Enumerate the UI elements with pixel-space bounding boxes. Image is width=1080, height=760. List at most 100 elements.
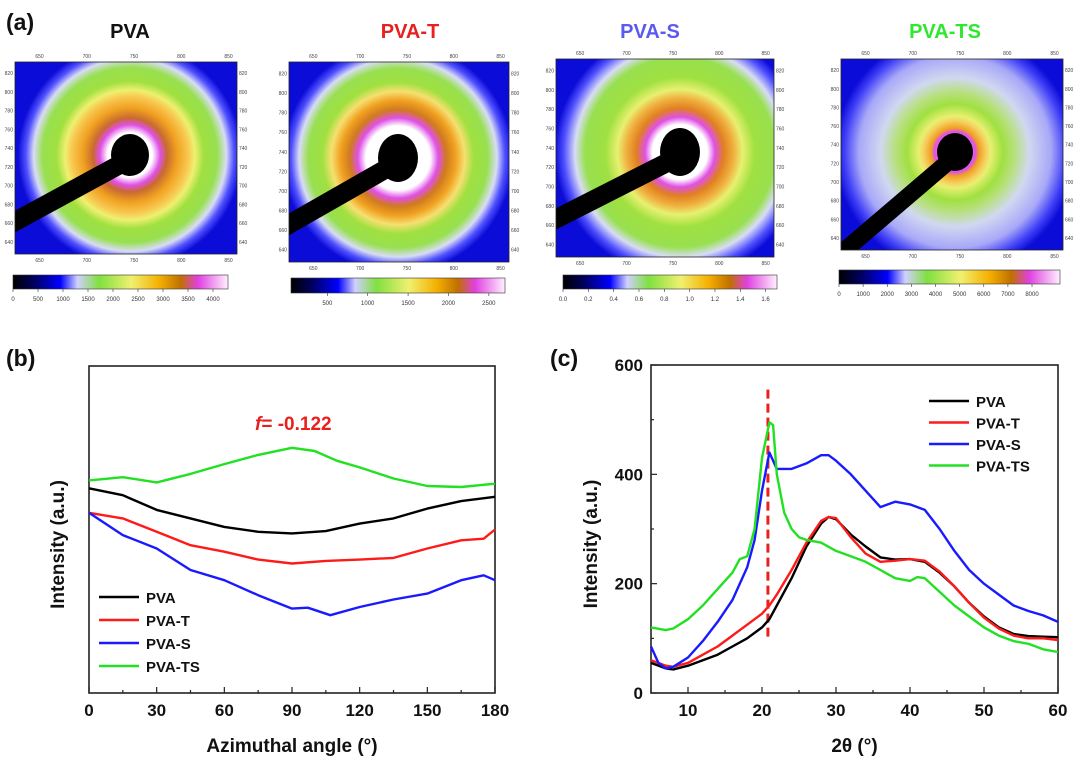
y-tick-label-left: 760 bbox=[5, 127, 14, 133]
legend-item: PVA bbox=[99, 590, 176, 607]
panel-label-b: (b) bbox=[6, 345, 35, 371]
pattern-frame bbox=[840, 58, 1064, 251]
y-tick-label-left: 660 bbox=[546, 223, 555, 229]
y-tick-label-right: 700 bbox=[511, 189, 520, 195]
y-tick-label-left: 680 bbox=[279, 208, 288, 214]
colorbar-tick-label: 1.2 bbox=[711, 297, 720, 303]
x-tick-label-bottom: 750 bbox=[669, 261, 678, 267]
y-tick-label-left: 700 bbox=[279, 189, 288, 195]
beamstop bbox=[937, 133, 973, 171]
pattern-frame bbox=[288, 61, 510, 263]
series-line-pva-ts bbox=[88, 446, 496, 489]
y-tick-label-left: 720 bbox=[279, 169, 288, 175]
y-tick-label-left: 780 bbox=[546, 107, 555, 113]
panel-title: PVA-T bbox=[381, 21, 440, 43]
pattern-frame bbox=[14, 61, 238, 255]
x-tick-label-bottom: 750 bbox=[956, 254, 965, 260]
colorbar-tick-label: 1000 bbox=[361, 301, 375, 307]
x-tick-label-bottom: 700 bbox=[909, 254, 918, 260]
x-tick-label: 180 bbox=[481, 701, 509, 720]
scattering-pattern bbox=[556, 59, 774, 257]
y-tick-label-left: 800 bbox=[5, 90, 14, 96]
y-tick-label-left: 780 bbox=[5, 109, 14, 115]
y-tick-label-left: 640 bbox=[279, 247, 288, 253]
orientation-value: = -0.122 bbox=[261, 414, 331, 435]
panel-title: PVA-S bbox=[620, 21, 680, 43]
y-tick-label-right: 780 bbox=[1065, 105, 1074, 111]
y-tick-label-right: 820 bbox=[239, 71, 248, 77]
y-tick-label-right: 720 bbox=[776, 165, 785, 171]
colorbar-tick-label: 0.0 bbox=[559, 297, 568, 303]
saxs-panel-pva-ts: PVA-TS 650 650 700 700 750 750 800 800 850 850 820 8… bbox=[831, 21, 1074, 298]
x-tick-label-top: 650 bbox=[35, 54, 44, 60]
y-tick-label-right: 740 bbox=[776, 146, 785, 152]
y-tick-label-right: 760 bbox=[776, 127, 785, 133]
x-tick-label: 10 bbox=[679, 701, 698, 720]
beamstop bbox=[378, 134, 418, 182]
panel-title: PVA-TS bbox=[909, 21, 981, 43]
colorbar-tick-label: 8000 bbox=[1025, 292, 1039, 298]
x-tick-label-top: 700 bbox=[622, 51, 631, 57]
y-tick-label-right: 720 bbox=[239, 165, 248, 171]
y-tick-label-left: 740 bbox=[5, 146, 14, 152]
y-tick-label-left: 780 bbox=[831, 105, 840, 111]
y-tick-label-right: 680 bbox=[776, 204, 785, 210]
x-tick-label: 150 bbox=[413, 701, 441, 720]
panel-label-a: (a) bbox=[6, 9, 34, 35]
y-tick-label-right: 800 bbox=[1065, 87, 1074, 93]
x-tick-label-bottom: 700 bbox=[83, 258, 92, 264]
y-tick-label-right: 780 bbox=[511, 111, 520, 117]
y-tick-label-left: 780 bbox=[279, 111, 288, 117]
legend-item: PVA-S bbox=[929, 437, 1021, 454]
colorbar-tick-label: 3000 bbox=[156, 297, 170, 303]
y-tick-label-right: 780 bbox=[239, 109, 248, 115]
y-tick-label-left: 640 bbox=[5, 240, 14, 246]
y-tick-label-left: 760 bbox=[831, 124, 840, 130]
colorbar-tick-label: 0.2 bbox=[584, 297, 593, 303]
y-tick-label-right: 720 bbox=[511, 169, 520, 175]
colorbar: 500 1000 1500 2000 2500 bbox=[290, 277, 506, 307]
x-tick-label-top: 650 bbox=[309, 54, 318, 60]
orientation-symbol: f bbox=[255, 414, 263, 435]
colorbar-tick-label: 7000 bbox=[1001, 292, 1015, 298]
y-tick-label: 400 bbox=[615, 465, 643, 484]
colorbar: 0 1000 2000 3000 4000 5000 6000 7000 8000 bbox=[837, 269, 1061, 298]
y-tick-label-right: 680 bbox=[511, 208, 520, 214]
legend-label: PVA bbox=[976, 394, 1006, 411]
y-tick-label-left: 640 bbox=[546, 242, 555, 248]
series-line-pva-t bbox=[650, 515, 1059, 668]
y-tick-label: 200 bbox=[615, 575, 643, 594]
y-tick-label-right: 700 bbox=[1065, 180, 1074, 186]
colorbar-tick-label: 2000 bbox=[881, 292, 895, 298]
y-tick-label-right: 660 bbox=[511, 228, 520, 234]
colorbar-tick-label: 1.6 bbox=[761, 297, 770, 303]
x-tick-label-top: 750 bbox=[403, 54, 412, 60]
x-tick-label-bottom: 650 bbox=[35, 258, 44, 264]
x-tick-label-bottom: 850 bbox=[761, 261, 770, 267]
x-tick-label-bottom: 750 bbox=[403, 266, 412, 272]
x-tick-label-bottom: 800 bbox=[1003, 254, 1012, 260]
y-tick-label-left: 820 bbox=[546, 69, 555, 75]
y-tick-label-left: 700 bbox=[546, 184, 555, 190]
y-tick-label-left: 820 bbox=[279, 72, 288, 78]
y-tick-label-right: 820 bbox=[1065, 68, 1074, 74]
y-tick-label-right: 660 bbox=[239, 221, 248, 227]
legend-item: PVA-S bbox=[99, 636, 191, 653]
x-tick-label-top: 850 bbox=[1050, 51, 1059, 57]
x-tick-label-bottom: 700 bbox=[356, 266, 365, 272]
colorbar-tick-label: 500 bbox=[322, 301, 333, 307]
colorbar-tick-label: 6000 bbox=[977, 292, 991, 298]
y-tick-label-left: 680 bbox=[5, 202, 14, 208]
colorbar-tick-label: 2500 bbox=[482, 301, 496, 307]
colorbar-tick-label: 1.0 bbox=[685, 297, 694, 303]
colorbar-tick-label: 4000 bbox=[929, 292, 943, 298]
colorbar-gradient bbox=[290, 277, 506, 294]
y-tick-label-left: 740 bbox=[546, 146, 555, 152]
x-tick-label-bottom: 800 bbox=[177, 258, 186, 264]
beamstop-arm bbox=[841, 149, 961, 250]
series-line-pva-t bbox=[88, 511, 496, 565]
legend-label: PVA-S bbox=[146, 636, 191, 653]
x-axis-title: 2θ (°) bbox=[831, 736, 877, 757]
orientation-factor-annotation: f= -0.122 bbox=[255, 414, 332, 435]
